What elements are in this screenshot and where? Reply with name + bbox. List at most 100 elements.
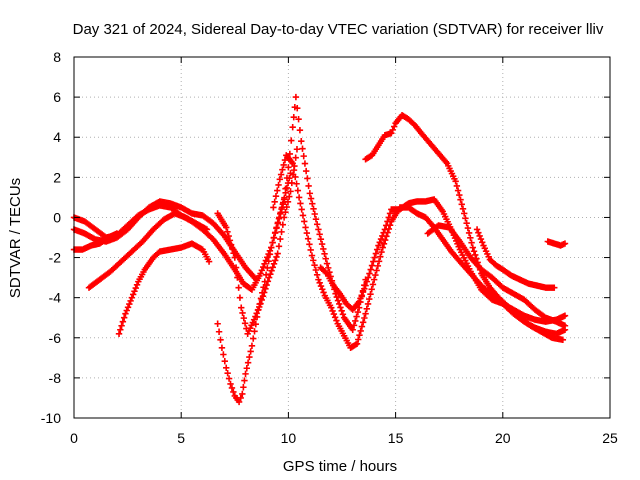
data-point bbox=[227, 241, 235, 248]
data-point bbox=[243, 365, 251, 372]
data-point bbox=[363, 278, 371, 285]
data-point bbox=[355, 298, 363, 305]
data-point bbox=[452, 178, 459, 185]
data-point bbox=[239, 309, 246, 317]
data-point bbox=[123, 307, 130, 314]
data-point bbox=[367, 266, 374, 273]
data-point bbox=[220, 351, 227, 358]
plot-frame bbox=[73, 56, 611, 419]
x-tick-label: 25 bbox=[602, 430, 618, 446]
data-point bbox=[274, 187, 281, 194]
data-point bbox=[372, 250, 380, 257]
data-point bbox=[225, 375, 233, 382]
data-point bbox=[122, 310, 129, 317]
data-point bbox=[364, 274, 372, 281]
data-point bbox=[317, 282, 325, 290]
data-point bbox=[214, 320, 221, 327]
data-point bbox=[366, 295, 373, 303]
data-point bbox=[372, 271, 379, 279]
data-point bbox=[277, 171, 285, 178]
data-point bbox=[265, 257, 272, 265]
data-point bbox=[257, 270, 264, 277]
data-point bbox=[241, 377, 248, 384]
data-point bbox=[310, 205, 317, 213]
data-point bbox=[334, 297, 342, 304]
data-point bbox=[256, 300, 263, 308]
data-point bbox=[279, 221, 287, 228]
data-point bbox=[260, 284, 267, 291]
data-point bbox=[561, 312, 569, 319]
data-point bbox=[458, 201, 465, 208]
data-point bbox=[457, 196, 464, 203]
data-point bbox=[133, 281, 141, 289]
data-point bbox=[255, 306, 262, 313]
data-point bbox=[221, 357, 228, 365]
data-point bbox=[230, 250, 237, 257]
data-point bbox=[306, 190, 314, 197]
data-point bbox=[307, 246, 314, 254]
data-point bbox=[305, 182, 312, 190]
data-point bbox=[381, 226, 389, 233]
data-point bbox=[275, 215, 283, 222]
data-point bbox=[389, 126, 396, 134]
data-point bbox=[375, 258, 383, 265]
data-point bbox=[336, 300, 343, 308]
data-point bbox=[316, 231, 323, 238]
data-points bbox=[70, 93, 569, 406]
data-point bbox=[282, 209, 289, 216]
data-point bbox=[273, 225, 280, 232]
data-point bbox=[349, 326, 356, 333]
data-point bbox=[292, 154, 299, 161]
data-point bbox=[359, 319, 367, 326]
data-point bbox=[379, 244, 386, 251]
data-point bbox=[248, 342, 256, 349]
data-point bbox=[244, 359, 252, 366]
data-point bbox=[459, 205, 467, 213]
data-point bbox=[294, 104, 301, 112]
data-point bbox=[299, 145, 306, 152]
data-point bbox=[292, 93, 300, 101]
data-point bbox=[242, 370, 249, 378]
data-point bbox=[297, 200, 304, 207]
data-point bbox=[353, 313, 360, 320]
data-point bbox=[270, 260, 278, 268]
data-point bbox=[462, 215, 469, 222]
data-point bbox=[384, 218, 391, 225]
data-point bbox=[376, 239, 383, 246]
data-point bbox=[286, 193, 293, 200]
data-point bbox=[253, 276, 260, 283]
data-point bbox=[373, 267, 380, 274]
data-point bbox=[307, 195, 315, 202]
data-point bbox=[271, 229, 279, 237]
data-point bbox=[301, 218, 308, 225]
y-axis-title: SDTVAR / TECUs bbox=[7, 178, 24, 298]
data-point bbox=[120, 314, 128, 321]
data-point bbox=[239, 390, 246, 398]
data-point bbox=[473, 226, 481, 233]
data-point bbox=[290, 166, 298, 174]
y-tick-label: -6 bbox=[49, 330, 62, 346]
data-point bbox=[229, 245, 236, 253]
data-point bbox=[223, 364, 230, 372]
data-point bbox=[551, 284, 558, 291]
data-point bbox=[264, 264, 271, 272]
data-point bbox=[279, 201, 287, 208]
data-point bbox=[288, 179, 296, 187]
data-point bbox=[237, 394, 244, 402]
data-point bbox=[253, 313, 261, 321]
y-tick-label: -2 bbox=[49, 250, 62, 266]
data-point bbox=[260, 263, 267, 271]
data-point bbox=[352, 317, 359, 325]
series-arc-3 bbox=[70, 230, 121, 253]
data-point bbox=[470, 248, 478, 255]
data-point bbox=[322, 255, 329, 262]
data-point bbox=[301, 160, 309, 167]
data-point bbox=[284, 198, 292, 206]
data-point bbox=[472, 251, 479, 259]
data-point bbox=[299, 212, 307, 219]
data-point bbox=[261, 260, 268, 268]
data-point bbox=[269, 264, 276, 271]
data-point bbox=[310, 257, 317, 264]
data-point bbox=[293, 146, 301, 153]
data-point bbox=[381, 236, 389, 244]
